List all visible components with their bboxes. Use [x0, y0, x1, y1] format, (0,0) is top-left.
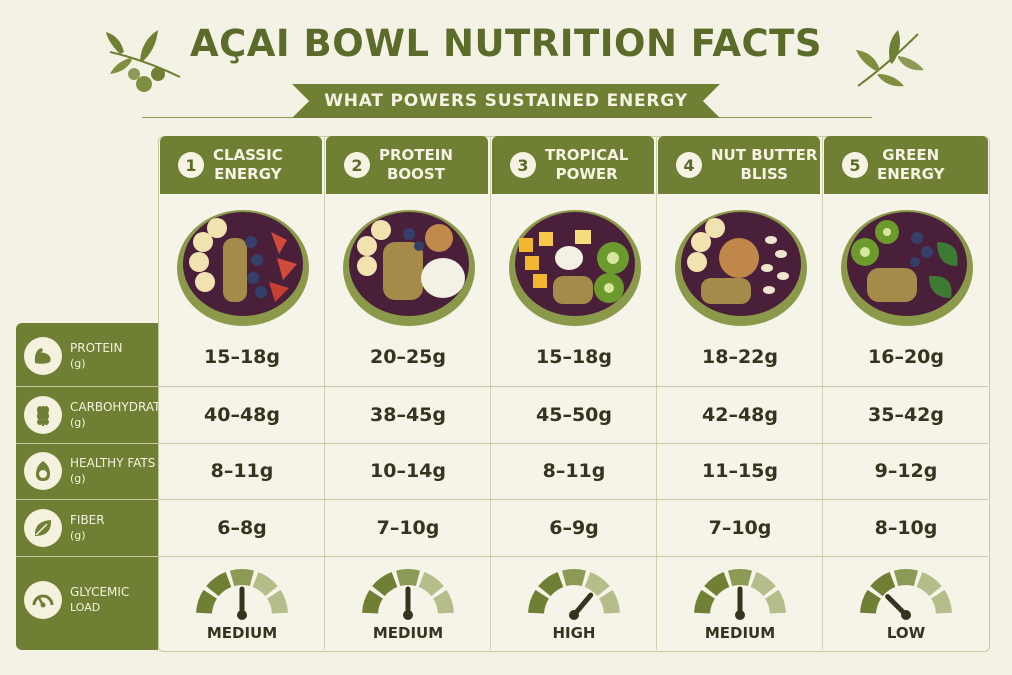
row-unit: (g)	[70, 472, 86, 485]
row-divider	[16, 499, 988, 500]
table-cell: 40–48g	[204, 404, 280, 426]
row-label-text: CARBOHYDRATES	[70, 400, 176, 414]
bowl-name: GREEN ENERGY	[877, 146, 945, 183]
table-cell: 6–8g	[217, 517, 267, 539]
subtitle-ribbon: WHAT POWERS SUSTAINED ENERGY	[292, 84, 720, 118]
glycemic-level-label: MEDIUM	[704, 624, 776, 642]
table-cell: 35–42g	[868, 404, 944, 426]
table-cell: 8–10g	[874, 517, 938, 539]
row-label-protein: PROTEIN (g)	[16, 328, 158, 384]
bowl-number: 5	[842, 152, 868, 178]
bowl-classic-energy-image	[177, 210, 309, 326]
row-label-text: PROTEIN	[70, 341, 123, 355]
table-cell: 9–12g	[874, 460, 938, 482]
row-label-text: HEALTHY FATS	[70, 456, 156, 470]
leaf-icon	[24, 509, 62, 547]
bowl-protein-boost-image	[343, 210, 475, 326]
sprig-leaves-icon	[856, 30, 924, 87]
table-cell: 42–48g	[702, 404, 778, 426]
table-cell: 15–18g	[536, 346, 612, 368]
glycemic-level-label: HIGH	[552, 624, 596, 642]
table-cell: 6–9g	[549, 517, 599, 539]
row-divider	[16, 556, 988, 557]
glycemic-gauge-icon	[196, 569, 288, 620]
glycemic-level-label: MEDIUM	[372, 624, 444, 642]
bowl-name: NUT BUTTER BLISS	[711, 146, 818, 183]
glycemic-gauge-icon	[528, 569, 620, 620]
bowl-number: 2	[344, 152, 370, 178]
row-label-text: FIBER	[70, 513, 105, 527]
table-cell: 7–10g	[376, 517, 440, 539]
bowl-nut-butter-bliss-image	[675, 210, 807, 326]
muscle-icon	[24, 337, 62, 375]
row-unit: (g)	[70, 416, 86, 429]
subtitle: WHAT POWERS SUSTAINED ENERGY	[324, 91, 688, 111]
glycemic-level-label: MEDIUM	[206, 624, 278, 642]
row-label-carbohydrates: CARBOHYDRATES (g)	[16, 387, 176, 443]
column-divider	[490, 136, 491, 650]
bowl-name: PROTEIN BOOST	[379, 146, 453, 183]
table-cell: 8–11g	[542, 460, 606, 482]
table-cell: 20–25g	[370, 346, 446, 368]
column-header-4: 4 NUT BUTTER BLISS	[658, 136, 820, 194]
wheat-icon	[24, 396, 62, 434]
row-unit: (g)	[70, 529, 86, 542]
table-cell: 7–10g	[708, 517, 772, 539]
glycemic-label: GLYCEMIC LOAD	[70, 585, 130, 614]
bowl-number: 1	[178, 152, 204, 178]
table-cell: 45–50g	[536, 404, 612, 426]
row-unit: (g)	[70, 357, 86, 370]
table-cell: 18–22g	[702, 346, 778, 368]
page-title: AÇAI BOWL NUTRITION FACTS	[189, 22, 822, 65]
bowl-name: TROPICAL POWER	[545, 146, 629, 183]
column-divider	[656, 136, 657, 650]
glycemic-level-label: LOW	[886, 624, 926, 642]
row-divider	[16, 386, 988, 387]
row-label-fiber: FIBER (g)	[16, 500, 158, 556]
bowl-green-energy-image	[841, 210, 973, 326]
table-cell: 8–11g	[210, 460, 274, 482]
row-label-healthy-fats: HEALTHY FATS (g)	[16, 443, 158, 499]
row-divider	[16, 443, 988, 444]
column-divider	[324, 136, 325, 650]
avocado-icon	[24, 452, 62, 490]
column-header-1: 1 CLASSIC ENERGY	[160, 136, 322, 194]
table-cell: 11–15g	[702, 460, 778, 482]
bowl-tropical-power-image	[509, 210, 641, 326]
column-header-3: 3 TROPICAL POWER	[492, 136, 654, 194]
column-header-5: 5 GREEN ENERGY	[824, 136, 988, 194]
table-cell: 15–18g	[204, 346, 280, 368]
bowl-number: 4	[676, 152, 702, 178]
bowl-number: 3	[510, 152, 536, 178]
table-cell: 16–20g	[868, 346, 944, 368]
column-divider	[822, 136, 823, 650]
sprig-berries-icon	[106, 30, 181, 92]
table-cell: 38–45g	[370, 404, 446, 426]
column-header-2: 2 PROTEIN BOOST	[326, 136, 488, 194]
gauge-icon	[24, 581, 62, 619]
row-label-glycemic-load: GLYCEMIC LOAD	[16, 570, 158, 630]
table-cell: 10–14g	[370, 460, 446, 482]
glycemic-gauge-icon	[694, 569, 786, 620]
glycemic-gauge-icon	[362, 569, 454, 620]
bowl-name: CLASSIC ENERGY	[213, 146, 283, 183]
glycemic-gauge-icon	[860, 569, 952, 620]
